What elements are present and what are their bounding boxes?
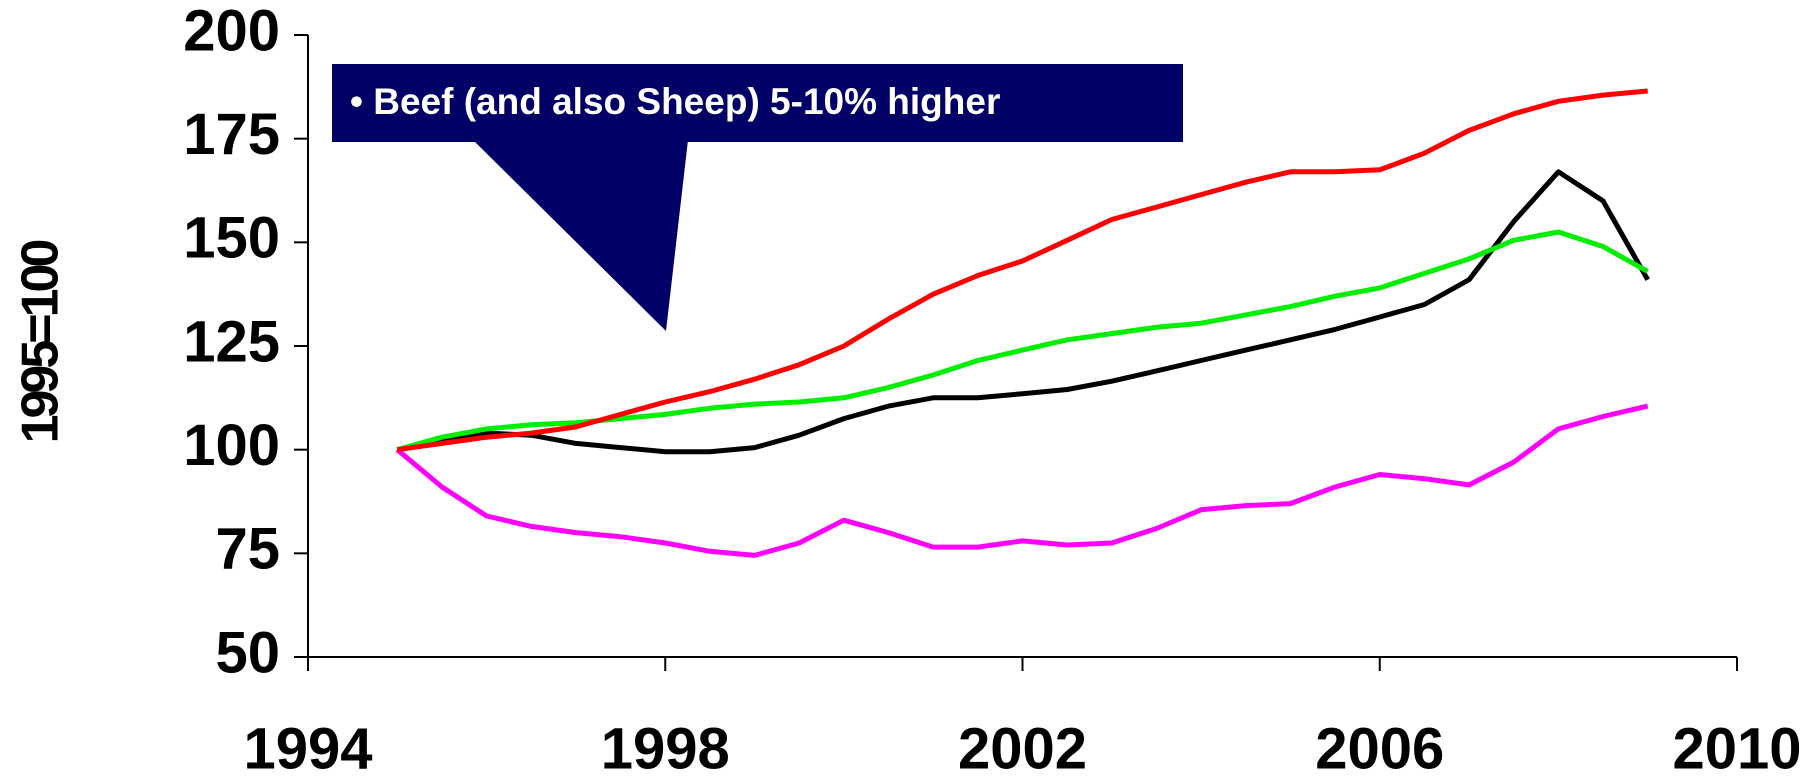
y-tick-label: 150: [183, 206, 280, 271]
series-line: [395, 403, 1649, 558]
series-line: [396, 229, 1649, 453]
y-axis-label: 1995=100: [12, 241, 70, 444]
x-tick-label: 1994: [243, 716, 372, 772]
annotation: • Beef (and also Sheep) 5-10% higher: [350, 81, 1000, 122]
x-tick-label: 1998: [601, 716, 730, 772]
y-tick-label: 75: [215, 517, 280, 582]
x-tick-label: 2006: [1315, 716, 1444, 772]
y-tick-label: 100: [183, 413, 280, 478]
y-tick-label: 125: [183, 309, 280, 374]
y-tick-label: 50: [215, 620, 280, 685]
callout-box: [332, 64, 1183, 142]
y-tick-label: 175: [183, 102, 280, 167]
series-line: [396, 88, 1648, 453]
y-tick-label: 200: [183, 0, 280, 63]
callout-pointer: [473, 140, 688, 331]
x-tick-label: 2002: [958, 716, 1087, 772]
series-line: [396, 169, 1650, 455]
x-tick-label: 2010: [1672, 716, 1801, 772]
